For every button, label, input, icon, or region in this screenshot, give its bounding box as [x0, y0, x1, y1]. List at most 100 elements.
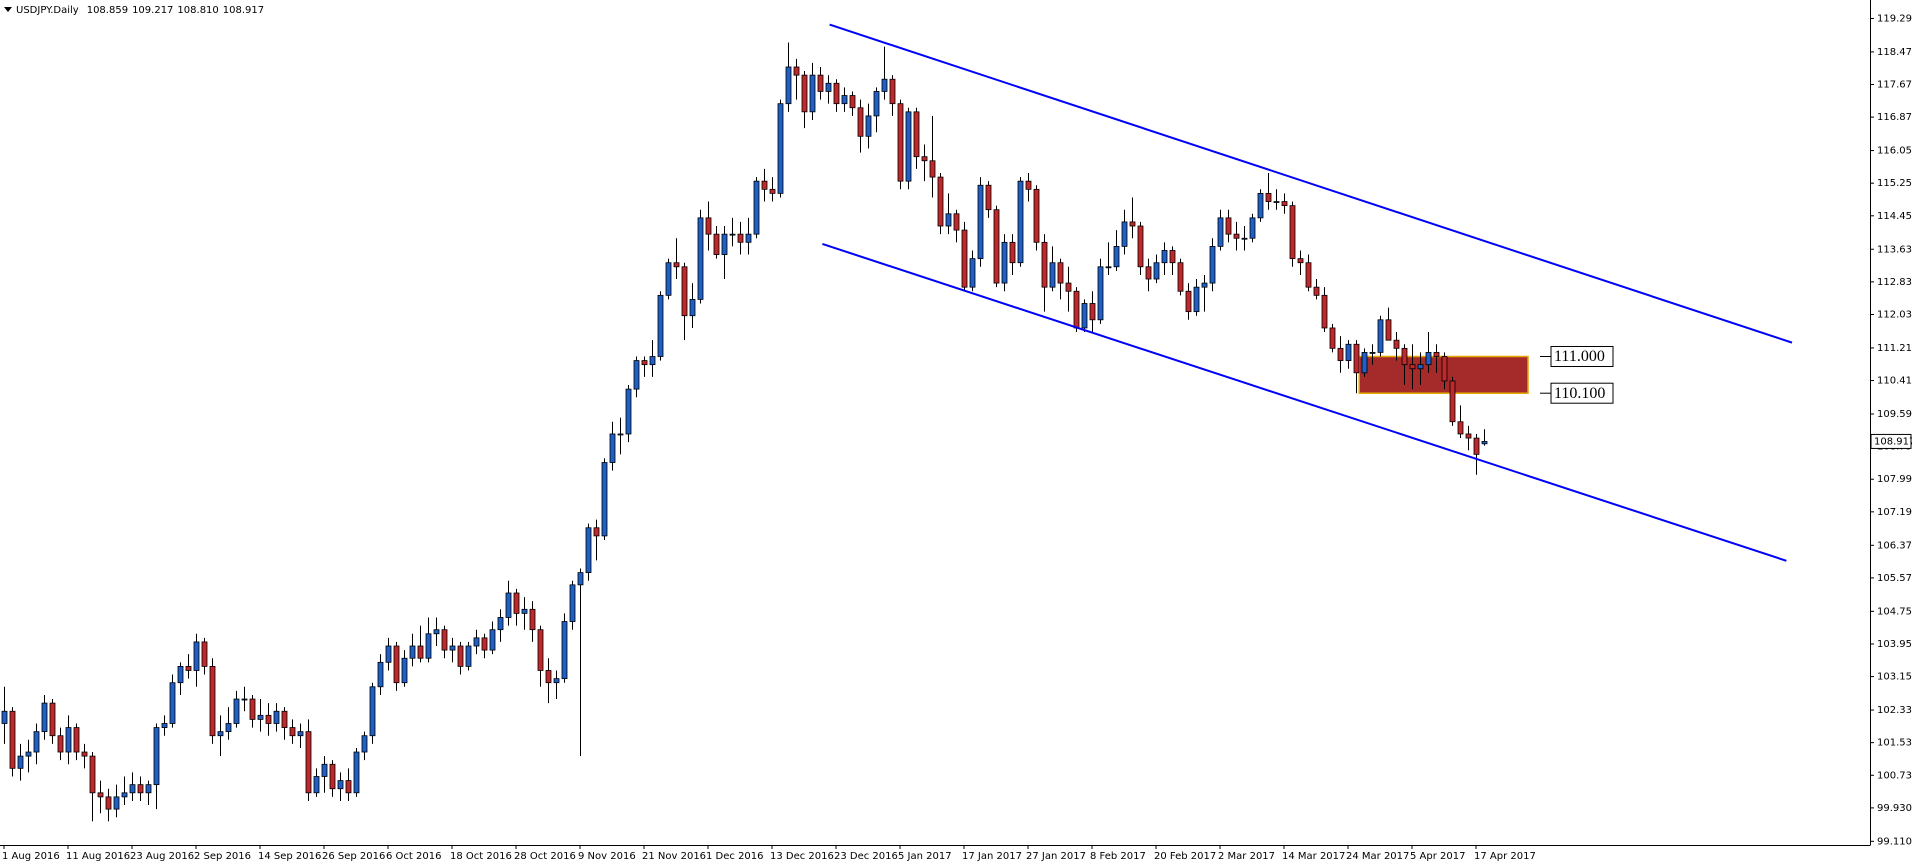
candle-body	[721, 233, 728, 255]
y-tick-label: 102.330	[1877, 705, 1912, 716]
candle-body	[1249, 217, 1256, 239]
x-tick-label: 26 Sep 2016	[322, 851, 385, 862]
x-tick-label: 14 Mar 2017	[1282, 851, 1345, 862]
candle-body	[569, 584, 576, 622]
candle-body	[225, 723, 232, 733]
x-tick-label: 23 Dec 2016	[834, 851, 898, 862]
candle-body	[289, 727, 296, 737]
y-tick-label: 109.590	[1877, 409, 1912, 420]
candle-body	[241, 698, 248, 701]
candle-body	[937, 176, 944, 227]
y-tick-label: 104.750	[1877, 606, 1912, 617]
candle-body	[1329, 327, 1336, 349]
candle-body	[369, 686, 376, 737]
candle-body	[49, 702, 56, 737]
candle-body	[385, 645, 392, 663]
x-tick-label: 5 Apr 2017	[1410, 851, 1465, 862]
x-tick-label: 2 Mar 2017	[1218, 851, 1275, 862]
candle-body	[1001, 241, 1008, 284]
candle-body	[1153, 262, 1160, 280]
candle-body	[793, 66, 800, 76]
candle-body	[1353, 343, 1360, 374]
candle-body	[321, 763, 328, 777]
candle-body	[961, 229, 968, 288]
candle-body	[977, 184, 984, 260]
y-tick-label: 113.630	[1877, 244, 1912, 255]
candle-body	[265, 714, 272, 724]
candle-body	[681, 266, 688, 317]
candle-body	[1185, 290, 1192, 313]
candle-body	[873, 91, 880, 117]
candle-body	[433, 629, 440, 635]
candle-body	[921, 156, 928, 162]
y-tick-label: 117.670	[1877, 80, 1912, 91]
candle-body	[305, 731, 312, 794]
candle-body	[25, 751, 32, 757]
candle-body	[73, 727, 80, 753]
candle-body	[537, 629, 544, 671]
candle-body	[817, 74, 824, 92]
candle-body	[1457, 421, 1464, 435]
candle-body	[1209, 245, 1216, 284]
candle-body	[281, 710, 288, 728]
candle-body	[1097, 266, 1104, 321]
candle-body	[393, 645, 400, 684]
level-label: 110.100	[1554, 385, 1605, 402]
y-tick-label: 111.210	[1877, 343, 1912, 354]
candle-body	[801, 74, 808, 113]
x-tick-label: 17 Jan 2017	[962, 851, 1022, 862]
candle-body	[1073, 290, 1080, 329]
candle-body	[697, 217, 704, 300]
candle-body	[137, 784, 144, 794]
candle-body	[129, 784, 136, 794]
candle-body	[1, 710, 8, 724]
y-tick-label: 106.370	[1877, 540, 1912, 551]
candle-body	[1105, 266, 1112, 269]
candle-body	[97, 792, 104, 798]
candle-body	[729, 233, 736, 236]
candle-body	[337, 780, 344, 790]
x-tick-label: 2 Sep 2016	[194, 851, 251, 862]
channel-line	[822, 243, 1787, 562]
ohlc-value: 109.217	[132, 5, 173, 16]
candle-body	[913, 111, 920, 158]
candle-body	[529, 608, 536, 631]
candle-body	[633, 360, 640, 390]
candle-body	[1233, 233, 1240, 239]
candle-body	[1481, 441, 1488, 445]
candle-body	[673, 262, 680, 268]
candle-body	[1297, 258, 1304, 264]
y-tick-label: 100.730	[1877, 770, 1912, 781]
y-tick-label: 103.950	[1877, 639, 1912, 650]
candle-body	[329, 763, 336, 790]
y-tick-label: 116.050	[1877, 146, 1912, 157]
candle-body	[553, 678, 560, 684]
candle-body	[41, 702, 48, 733]
y-tick-label: 112.830	[1877, 277, 1912, 288]
candle-body	[745, 233, 752, 243]
candle-body	[169, 682, 176, 724]
candle-body	[1345, 343, 1352, 361]
candle-body	[1385, 319, 1392, 341]
candle-body	[617, 433, 624, 436]
y-tick-label: 103.150	[1877, 672, 1912, 683]
candle-body	[1057, 262, 1064, 284]
candle-body	[1449, 380, 1456, 423]
candle-body	[969, 258, 976, 288]
candle-body	[1121, 221, 1128, 247]
y-tick-label: 119.290	[1877, 13, 1912, 24]
candle-body	[257, 714, 264, 720]
candle-body	[1409, 364, 1416, 370]
candle-body	[881, 78, 888, 92]
x-tick-label: 17 Apr 2017	[1474, 851, 1536, 862]
level-label: 111.000	[1554, 348, 1605, 365]
candle-body	[105, 796, 112, 810]
x-tick-label: 18 Oct 2016	[450, 851, 512, 862]
header-icon	[4, 7, 12, 12]
y-tick-label: 99.110	[1877, 836, 1912, 847]
candle-body	[497, 617, 504, 631]
candle-body	[409, 645, 416, 659]
candle-body	[1369, 352, 1376, 354]
y-tick-label: 105.570	[1877, 573, 1912, 584]
